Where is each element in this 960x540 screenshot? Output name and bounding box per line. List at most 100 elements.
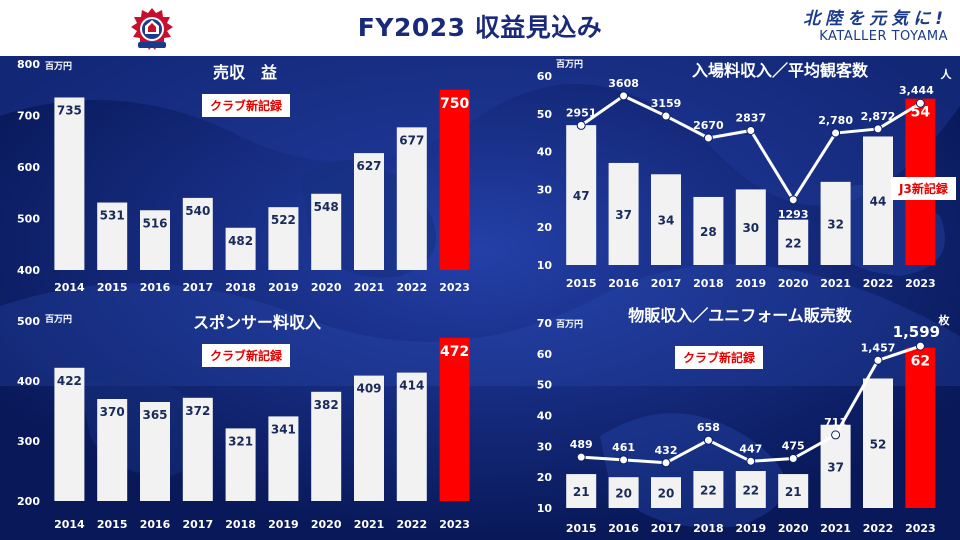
data-label: 37 <box>615 208 632 222</box>
y-tick-label: 400 <box>17 375 40 388</box>
x-tick-label: 2023 <box>905 522 936 535</box>
x-tick-label: 2018 <box>225 518 256 531</box>
y-tick-label: 300 <box>17 435 40 448</box>
x-tick-label: 2021 <box>354 281 385 294</box>
line-data-label: 658 <box>697 421 720 434</box>
bar <box>268 207 299 270</box>
x-tick-label: 2018 <box>693 277 724 290</box>
team-name: KATALLER TOYAMA <box>819 29 948 44</box>
y-tick-label: 400 <box>17 264 40 277</box>
y-tick-label: 500 <box>17 315 40 328</box>
data-label: 28 <box>700 225 717 239</box>
bar <box>182 197 213 270</box>
data-label: 22 <box>700 484 717 498</box>
line-point <box>619 455 629 465</box>
x-tick-label: 2015 <box>566 277 597 290</box>
bar <box>140 402 170 501</box>
bar <box>820 181 851 265</box>
data-label: 750 <box>440 96 469 112</box>
chart-title: 物販収入／ユニフォーム販売数 <box>628 306 853 325</box>
bar <box>182 397 213 501</box>
y-axis-unit: 百万円 <box>45 314 72 325</box>
x-tick-label: 2023 <box>905 277 936 290</box>
x-tick-label: 2017 <box>182 281 213 294</box>
data-label: 22 <box>785 236 802 250</box>
charts-panel: 400 500 600 700 800 百万円 売収 益 735 2014 531 2015 516 2… <box>0 56 960 540</box>
bar <box>354 375 384 501</box>
line-point <box>746 126 756 136</box>
y-tick-label: 30 <box>537 440 553 453</box>
y-axis-unit: 百万円 <box>45 61 72 72</box>
y-tick-label: 70 <box>537 317 553 330</box>
data-label: 34 <box>658 214 675 228</box>
data-label: 21 <box>785 485 802 499</box>
record-badge-revenue: クラブ新記録 <box>202 94 291 117</box>
bar <box>54 367 85 501</box>
line-point <box>703 435 713 445</box>
data-label: 44 <box>870 195 887 209</box>
bar <box>97 399 128 501</box>
line-data-label: 432 <box>655 444 678 457</box>
chart-revenue: 400 500 600 700 800 百万円 売収 益 735 2014 531 2015 516 2… <box>17 58 470 294</box>
bar <box>311 391 342 501</box>
y-tick-label: 50 <box>537 108 553 121</box>
line-point <box>915 341 925 351</box>
y-tick-label: 10 <box>537 502 553 515</box>
chart-title: 入場料収入／平均観客数 <box>692 61 869 80</box>
header-bar: FY2023 収益見込み 北陸を元気に! KATALLER TOYAMA <box>0 0 960 56</box>
data-label: 20 <box>615 487 632 501</box>
line-data-label: 2,872 <box>861 110 896 123</box>
bar <box>225 428 256 501</box>
x-tick-label: 2021 <box>820 522 851 535</box>
line-unit: 枚 <box>939 313 951 327</box>
x-tick-label: 2016 <box>608 522 639 535</box>
x-tick-label: 2022 <box>863 522 894 535</box>
bar <box>778 474 809 508</box>
data-label: 422 <box>57 374 82 388</box>
line-data-label: 3,444 <box>899 84 934 97</box>
y-tick-label: 20 <box>537 221 553 234</box>
data-label: 531 <box>100 209 125 223</box>
data-label: 321 <box>228 434 253 448</box>
y-tick-label: 500 <box>17 213 40 226</box>
line-point <box>873 124 883 134</box>
page-title: FY2023 収益見込み <box>357 13 603 42</box>
bar <box>225 227 256 270</box>
x-tick-label: 2023 <box>439 281 470 294</box>
bar <box>566 474 597 508</box>
data-label: 341 <box>271 422 296 436</box>
y-tick-label: 20 <box>537 471 553 484</box>
data-label: 21 <box>573 485 590 499</box>
chart-title: スポンサー料収入 <box>193 313 321 332</box>
y-axis-unit: 百万円 <box>556 319 583 330</box>
line-data-label: 1293 <box>778 208 809 221</box>
chart-title: 売収 益 <box>213 63 277 82</box>
line-point <box>661 458 671 468</box>
data-label: 52 <box>870 437 887 451</box>
data-label: 548 <box>314 200 339 214</box>
bar <box>439 337 470 501</box>
slogan: 北陸を元気に! <box>803 9 948 29</box>
data-label: 482 <box>228 234 253 248</box>
data-label: 735 <box>57 103 82 117</box>
line-point <box>619 91 629 101</box>
x-tick-label: 2017 <box>651 277 682 290</box>
data-label: 54 <box>911 105 931 121</box>
x-tick-label: 2016 <box>608 277 639 290</box>
line-point <box>788 195 798 205</box>
line-point <box>831 430 841 440</box>
club-emblem-icon <box>131 8 173 50</box>
line-data-label: 3608 <box>608 77 639 90</box>
record-badge-sponsor: クラブ新記録 <box>202 344 291 367</box>
x-tick-label: 2017 <box>651 522 682 535</box>
line-point <box>576 120 586 130</box>
y-tick-label: 700 <box>17 110 40 123</box>
bar <box>651 477 681 508</box>
data-label: 627 <box>356 159 381 173</box>
data-label: 414 <box>399 379 424 393</box>
bar <box>311 193 342 270</box>
line-data-label: 475 <box>782 440 805 453</box>
x-tick-label: 2019 <box>268 281 299 294</box>
data-label: 47 <box>573 189 590 203</box>
line-data-label: 461 <box>612 441 635 454</box>
